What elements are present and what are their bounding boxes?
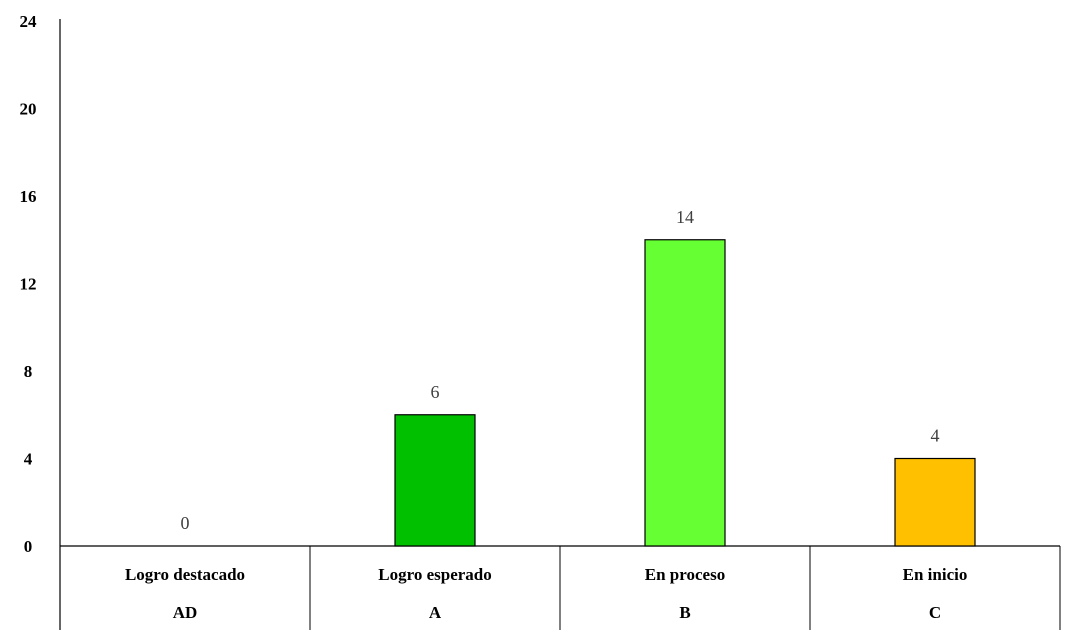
y-tick-label: 24 [20, 12, 38, 31]
y-tick-label: 12 [20, 275, 37, 294]
category-table: Logro destacado AD Logro esperado A En proce… [125, 546, 1061, 630]
category-name: En inicio [903, 565, 968, 584]
category-name: En proceso [645, 565, 725, 584]
category-name: Logro destacado [125, 565, 245, 584]
data-label: 14 [676, 207, 694, 227]
data-label: 0 [181, 513, 190, 533]
y-tick-label: 0 [24, 537, 33, 556]
y-tick-label: 20 [20, 100, 37, 119]
data-label: 4 [931, 426, 940, 446]
bar-a [394, 414, 476, 547]
category-code: C [929, 603, 941, 622]
bar-b [644, 239, 726, 547]
y-tick-label: 4 [24, 450, 33, 469]
bar-c [894, 457, 976, 547]
bars [394, 239, 976, 547]
data-label: 6 [431, 382, 440, 402]
y-tick-label: 16 [20, 187, 37, 206]
category-code: A [429, 603, 442, 622]
y-axis-tick-labels: 0 4 8 12 16 20 24 [20, 12, 38, 556]
y-tick-label: 8 [24, 362, 33, 381]
data-labels: 0 6 14 4 [181, 207, 940, 533]
category-name: Logro esperado [378, 565, 492, 584]
category-code: AD [173, 603, 198, 622]
category-code: B [679, 603, 690, 622]
